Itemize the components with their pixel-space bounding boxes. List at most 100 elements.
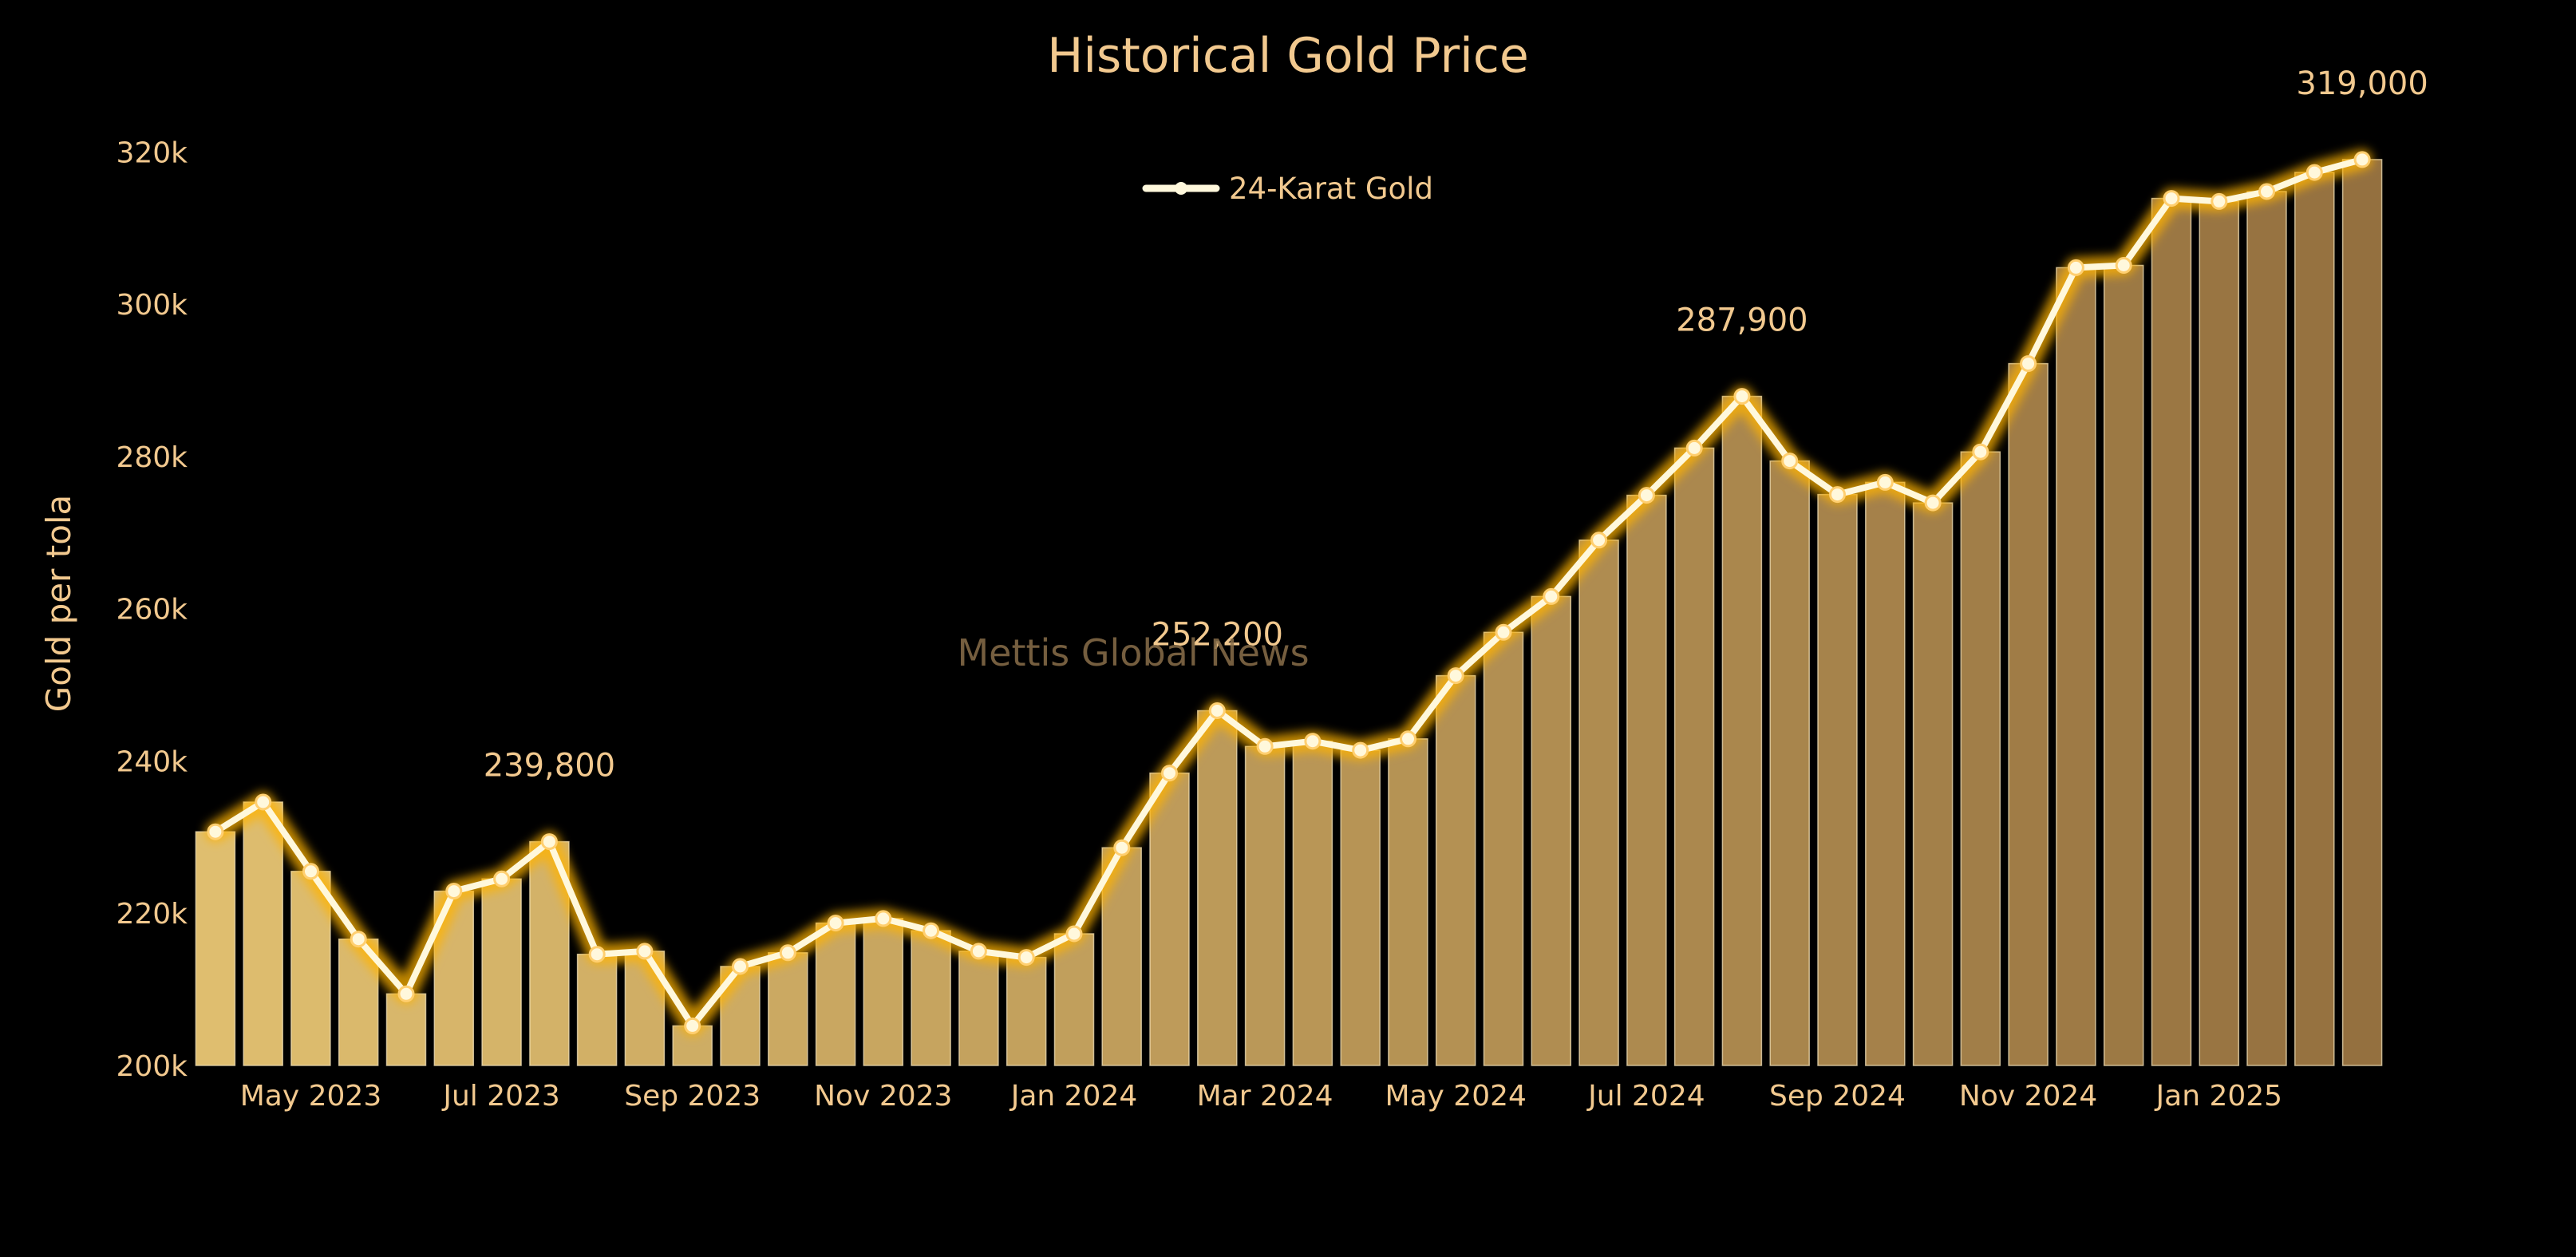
y-tick-label: 300k [116, 289, 188, 322]
x-tick-label: Nov 2023 [814, 1080, 952, 1113]
data-point [2067, 259, 2084, 276]
bar [2294, 172, 2335, 1066]
bar [195, 831, 236, 1066]
data-point [350, 931, 367, 948]
data-point [2020, 355, 2037, 373]
x-tick-label: May 2024 [1385, 1080, 1527, 1113]
bar [1197, 710, 1238, 1066]
bar [1912, 502, 1954, 1066]
data-point [1447, 667, 1464, 685]
watermark: Mettis Global News [957, 631, 1309, 674]
data-point [1781, 453, 1799, 470]
bar [385, 993, 427, 1066]
data-point [588, 946, 606, 963]
data-point [1829, 486, 1846, 504]
data-point [2211, 192, 2228, 210]
bar [1531, 595, 1572, 1066]
bar [863, 918, 904, 1066]
data-point [255, 793, 272, 811]
data-point [1304, 733, 1322, 750]
x-tick-label: Jan 2025 [2155, 1080, 2283, 1113]
x-tick-label: May 2023 [240, 1080, 382, 1113]
data-point [1924, 494, 1942, 512]
data-point [1161, 765, 1178, 782]
legend-marker-swatch [1175, 182, 1187, 195]
peak-annotation: 239,800 [484, 748, 615, 785]
data-point [1256, 737, 1274, 755]
legend: 24-Karat Gold [1142, 172, 1433, 206]
data-point [1065, 925, 1083, 943]
bar [1483, 631, 1524, 1066]
y-axis-title: Gold per tola [39, 495, 78, 713]
line-layer [211, 156, 2366, 1030]
bar [1149, 772, 1190, 1066]
bar [1244, 745, 1286, 1066]
bar [1817, 493, 1858, 1066]
data-point [2305, 164, 2323, 181]
bar [911, 930, 951, 1066]
x-tick-label: Jul 2023 [441, 1080, 560, 1113]
data-point [2258, 183, 2275, 200]
data-point [1208, 702, 1226, 719]
bar [2056, 267, 2096, 1066]
bar [768, 952, 808, 1066]
bar [1769, 460, 1810, 1066]
legend-label: 24-Karat Gold [1229, 172, 1433, 206]
annotations-layer: 239,800 252,200 287,900 319,000 [484, 65, 2428, 785]
y-tick-label: 200k [116, 1050, 188, 1083]
x-tick-label: Mar 2024 [1197, 1080, 1333, 1113]
data-point [1400, 730, 1416, 748]
bar [576, 953, 618, 1066]
data-point [923, 922, 940, 939]
y-axis: 200k 220k 240k 260k 280k 300k 320k [116, 136, 188, 1083]
data-point [1876, 473, 1894, 491]
bar [1292, 740, 1333, 1066]
data-point [732, 958, 749, 975]
bar [2246, 191, 2287, 1066]
bar [1960, 451, 2001, 1066]
data-point [397, 985, 415, 1002]
data-point [540, 833, 558, 851]
bar [1053, 933, 1095, 1066]
x-tick-label: Jan 2024 [1009, 1080, 1138, 1113]
bar [2199, 200, 2240, 1066]
chart-title: Historical Gold Price [1047, 28, 1529, 84]
data-point [1113, 839, 1131, 856]
data-point [1638, 487, 1655, 504]
bars-layer [195, 159, 2383, 1066]
bar [815, 922, 856, 1066]
data-point [1017, 949, 1035, 966]
bar [1673, 447, 1715, 1066]
data-point [445, 883, 463, 900]
data-point [1685, 439, 1703, 457]
bar [1721, 395, 1763, 1066]
bar [2151, 197, 2192, 1066]
bar [1865, 481, 1906, 1066]
data-point [2163, 190, 2180, 208]
data-point [684, 1017, 701, 1034]
data-point [1733, 388, 1751, 405]
y-tick-label: 280k [116, 441, 188, 474]
bar [2008, 362, 2049, 1066]
peak-annotation: 287,900 [1676, 302, 1808, 339]
data-point [1972, 443, 1989, 461]
x-axis: May 2023 Jul 2023 Sep 2023 Nov 2023 Jan 2024… [240, 1080, 2282, 1113]
data-point [827, 915, 844, 932]
bar [481, 878, 522, 1066]
x-tick-label: Nov 2024 [1959, 1080, 2097, 1113]
x-tick-label: Sep 2023 [624, 1080, 761, 1113]
data-point [1352, 741, 1369, 759]
bar [2341, 159, 2383, 1066]
y-tick-label: 220k [116, 898, 188, 931]
x-tick-label: Jul 2024 [1586, 1080, 1705, 1113]
data-point [875, 910, 892, 927]
bar [1340, 749, 1381, 1066]
x-tick-label: Sep 2024 [1769, 1080, 1906, 1113]
bar [1006, 956, 1047, 1066]
bar [1435, 674, 1476, 1066]
data-point [207, 823, 224, 840]
data-point [1590, 532, 1608, 549]
bar [243, 801, 283, 1066]
peak-annotation: 319,000 [2296, 65, 2428, 102]
